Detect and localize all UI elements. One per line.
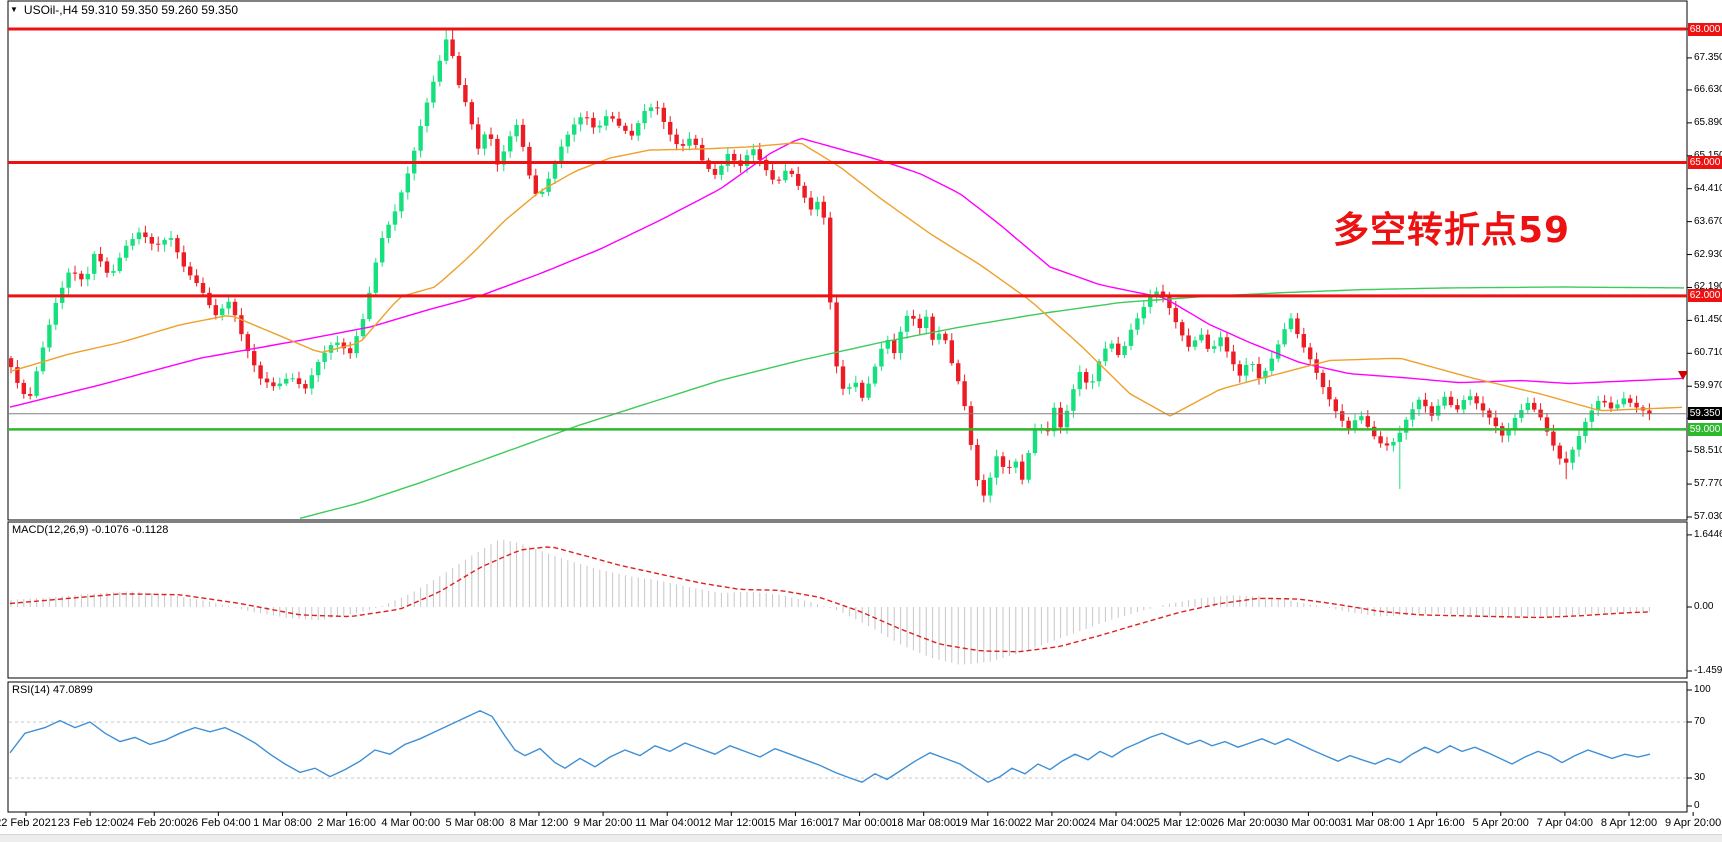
date-axis-label: 24 Mar 04:00: [1083, 817, 1149, 829]
ma-fast-line: [9, 142, 1683, 417]
moving-averages: [9, 137, 1685, 519]
date-axis-label: 2 Mar 16:00: [317, 817, 376, 829]
date-axis-label: 15 Mar 16:00: [763, 817, 828, 829]
main-panel: [7, 0, 1688, 521]
date-axis-label: 8 Mar 12:00: [509, 817, 569, 829]
candlesticks: [9, 29, 1652, 503]
price-axis-tick: 57.770: [1694, 478, 1722, 490]
price-axis-tick: 65.890: [1694, 116, 1722, 128]
date-axis-label: 1 Mar 08:00: [253, 817, 312, 829]
date-axis-label: 17 Mar 00:00: [827, 817, 892, 829]
price-axis-tick: 67.350: [1694, 51, 1722, 63]
rsi-axis-tick: 30: [1694, 772, 1706, 783]
ma-slow-line: [299, 286, 1685, 519]
current-price-arrow-icon: [1678, 371, 1688, 380]
date-axis-label: 24 Feb 20:00: [121, 817, 187, 829]
date-axis-label: 25 Mar 12:00: [1147, 817, 1213, 829]
date-axis-label: 30 Mar 00:00: [1275, 817, 1341, 829]
macd-indicator-label: MACD(12,26,9) -0.1076 -0.1128: [12, 524, 169, 536]
date-axis-label: 1 Apr 16:00: [1408, 817, 1465, 829]
price-axis-tick: 58.510: [1694, 445, 1722, 457]
rsi-axis-tick: 0: [1694, 800, 1700, 811]
date-axis-label: 9 Mar 20:00: [573, 817, 633, 829]
macd-panel: [7, 521, 1688, 679]
macd-axis-tick: -1.4594: [1694, 664, 1722, 676]
date-axis-label: 4 Mar 00:00: [381, 817, 441, 829]
date-axis-label: 26 Feb 04:00: [185, 817, 251, 829]
bottom-scroll-strip[interactable]: [0, 834, 1722, 842]
macd-histogram: [9, 539, 1651, 665]
price-axis-tick: 59.970: [1694, 380, 1722, 392]
macd-axis-tick: 1.6446: [1694, 528, 1722, 540]
rsi-panel: [7, 681, 1688, 813]
price-axis-tick: 62.190: [1694, 281, 1722, 293]
date-axis-label: 19 Mar 16:00: [955, 817, 1021, 829]
date-axis-label: 31 Mar 08:00: [1340, 817, 1405, 829]
rsi-axis-tick: 100: [1694, 684, 1711, 695]
rsi-line: [9, 710, 1651, 783]
rsi-axis-tick: 70: [1694, 716, 1706, 727]
date-axis-label: 9 Apr 20:00: [1664, 817, 1722, 829]
date-axis-label: 7 Apr 04:00: [1536, 817, 1594, 829]
date-axis-label: 26 Mar 20:00: [1211, 817, 1277, 829]
price-axis-tick: 62.930: [1694, 248, 1722, 260]
price-badge-68.000: 68.000: [1688, 22, 1722, 36]
price-axis-tick: 63.670: [1694, 215, 1722, 227]
rsi-indicator-label: RSI(14) 47.0899: [12, 684, 93, 696]
price-axis-tick: 64.410: [1694, 182, 1722, 194]
symbol-header: ▼ USOil-,H4 59.310 59.350 59.260 59.350: [10, 3, 238, 17]
ma-mid-line: [9, 137, 1683, 408]
price-axis-tick: 61.450: [1694, 314, 1722, 326]
price-badge-59.350: 59.350: [1688, 407, 1722, 421]
date-axis-label: 8 Apr 12:00: [1600, 817, 1658, 829]
macd-axis-tick: 0.00: [1694, 601, 1714, 612]
date-axis-label: 5 Mar 08:00: [445, 817, 505, 829]
price-axis-tick: 60.710: [1694, 347, 1722, 359]
date-axis-label: 11 Mar 04:00: [635, 817, 700, 829]
price-axis-tick: 66.630: [1694, 83, 1722, 95]
date-axis-label: 22 Mar 20:00: [1019, 817, 1085, 829]
date-axis-label: 12 Mar 12:00: [698, 817, 764, 829]
annotation-text: 多空转折点59: [1333, 210, 1571, 251]
macd-signal-line: [9, 546, 1651, 653]
price-badge-65.000: 65.000: [1688, 155, 1722, 169]
collapse-triangle-icon[interactable]: ▼: [10, 5, 18, 14]
date-axis-label: 23 Feb 12:00: [57, 817, 123, 829]
date-axis-label: 22 Feb 2021: [0, 817, 57, 829]
date-axis-label: 18 Mar 08:00: [891, 817, 957, 829]
price-badge-59.000: 59.000: [1688, 422, 1722, 436]
price-axis-tick: 57.030: [1694, 511, 1722, 522]
price-badge-62.000: 62.000: [1688, 289, 1722, 303]
date-axis-label: 5 Apr 20:00: [1472, 817, 1529, 829]
symbol-ohlc-label: USOil-,H4 59.310 59.350 59.260 59.350: [23, 3, 239, 17]
price-axis-tick: 65.150: [1694, 150, 1722, 161]
